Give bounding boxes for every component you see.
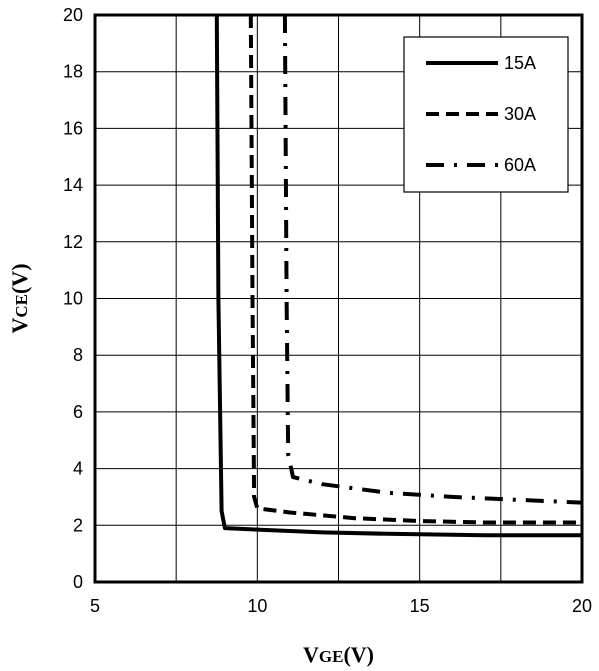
x-axis-title-main: V — [303, 642, 319, 667]
legend: 15A 30A 60A — [403, 36, 569, 193]
legend-label-15A: 15A — [504, 53, 536, 73]
y-tick-label: 20 — [63, 5, 83, 25]
y-axis-title: VCE(V) — [7, 263, 32, 333]
y-tick-label: 4 — [73, 459, 83, 479]
x-tick-label: 5 — [90, 596, 100, 616]
tick-labels: 0 2 4 6 8 10 12 14 16 18 20 5 10 15 20 — [63, 5, 592, 616]
x-tick-label: 15 — [410, 596, 430, 616]
legend-label-60A: 60A — [504, 155, 536, 175]
series-line-15A — [214, 14, 582, 538]
series-line-30A — [248, 14, 582, 525]
series-layer — [214, 14, 583, 538]
legend-label-30A: 30A — [504, 104, 536, 124]
y-axis-title-sub: CE — [12, 294, 31, 318]
y-axis-title-unit: (V) — [7, 263, 32, 294]
y-axis-title-main: V — [7, 318, 32, 334]
y-tick-label: 8 — [73, 345, 83, 365]
x-axis-title-unit: (V) — [343, 642, 374, 667]
y-tick-label: 6 — [73, 402, 83, 422]
y-tick-label: 18 — [63, 62, 83, 82]
x-tick-label: 20 — [572, 596, 592, 616]
y-tick-label: 2 — [73, 515, 83, 535]
plot-frame — [93, 13, 584, 584]
y-tick-label: 12 — [63, 232, 83, 252]
y-tick-label: 0 — [73, 572, 83, 592]
y-tick-label: 14 — [63, 175, 83, 195]
y-tick-label: 16 — [63, 118, 83, 138]
x-tick-label: 10 — [247, 596, 267, 616]
x-axis-title: VGE(V) — [303, 642, 374, 667]
series-line-60A — [282, 14, 583, 505]
x-axis-title-sub: GE — [319, 647, 344, 666]
y-tick-label: 10 — [63, 289, 83, 309]
